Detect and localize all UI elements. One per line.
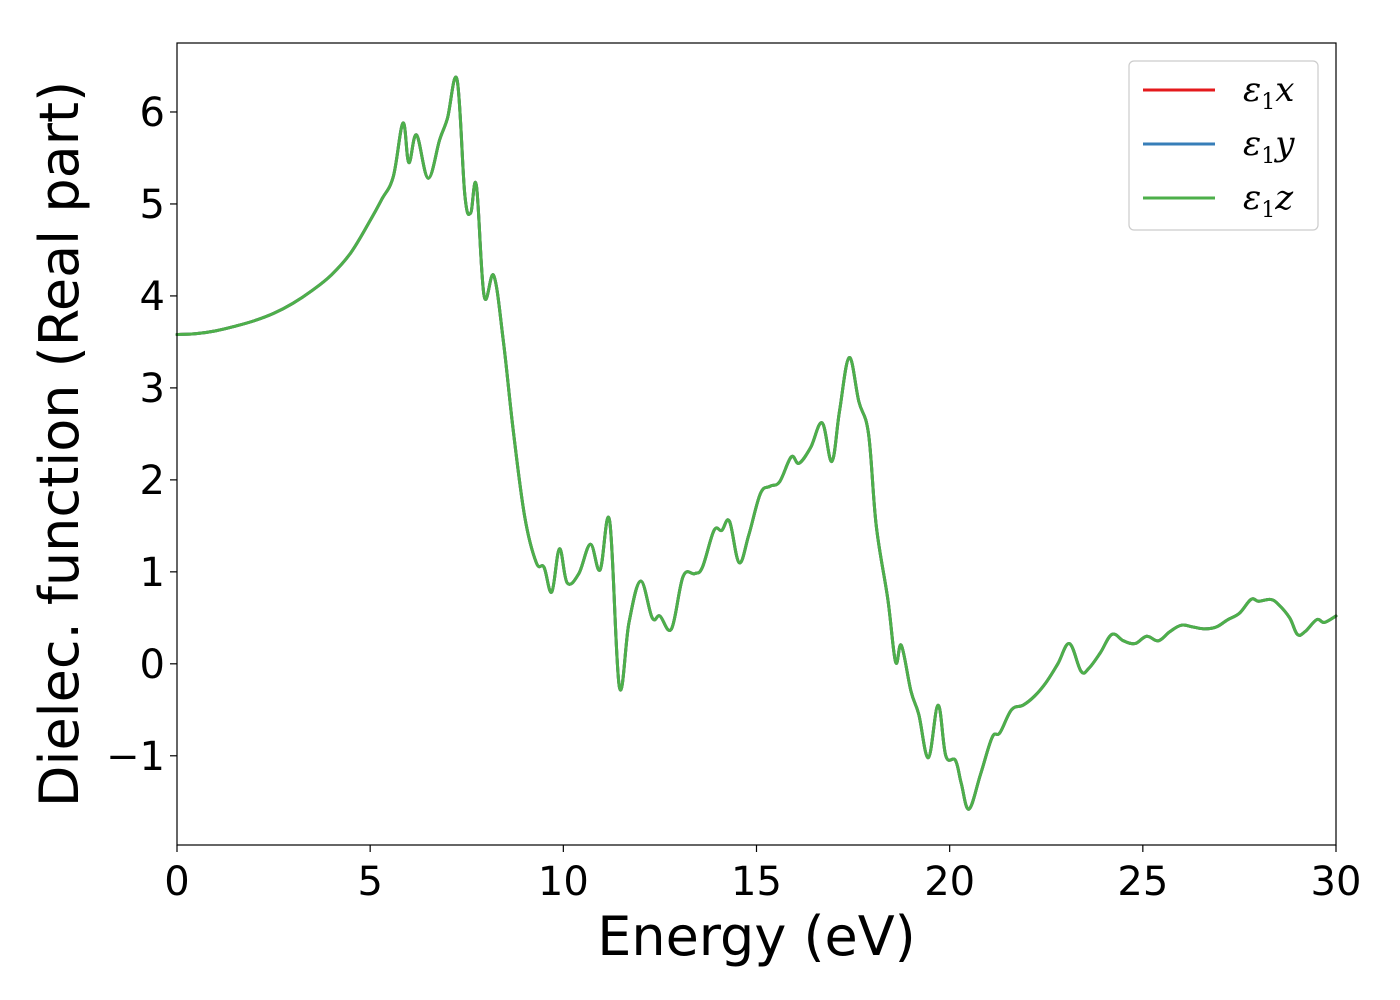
legend-label-x: ε1x: [1243, 70, 1294, 115]
series-line-z: [175, 75, 1338, 811]
y-tick-label: 3: [140, 366, 165, 412]
y-tick-label: 1: [140, 550, 165, 596]
x-tick-label: 20: [924, 859, 975, 905]
x-tick-label: 10: [538, 859, 589, 905]
y-tick-label: 0: [140, 642, 165, 688]
y-tick-label: 5: [140, 182, 165, 228]
y-tick-label: 2: [140, 458, 165, 504]
x-axis-ticks: 0 5 10 15 20 25 30: [164, 845, 1361, 905]
y-tick-label: 6: [140, 90, 165, 136]
legend: ε1x ε1y ε1z: [1128, 60, 1319, 231]
x-tick-label: 25: [1117, 859, 1168, 905]
x-tick-label: 30: [1311, 859, 1362, 905]
legend-label-y: ε1y: [1243, 124, 1295, 169]
y-axis-ticks: −1 0 1 2 3 4 5 6: [106, 90, 177, 780]
legend-box: [1128, 60, 1319, 231]
legend-label-z: ε1z: [1243, 178, 1294, 223]
y-axis-title: Dielec. function (Real part): [28, 81, 91, 807]
x-tick-label: 0: [164, 859, 189, 905]
x-tick-label: 15: [731, 859, 782, 905]
x-axis-title: Energy (eV): [597, 905, 916, 968]
y-tick-label: −1: [106, 734, 165, 780]
x-tick-label: 5: [357, 859, 382, 905]
series-layer: [175, 75, 1338, 811]
y-tick-label: 4: [140, 274, 165, 320]
